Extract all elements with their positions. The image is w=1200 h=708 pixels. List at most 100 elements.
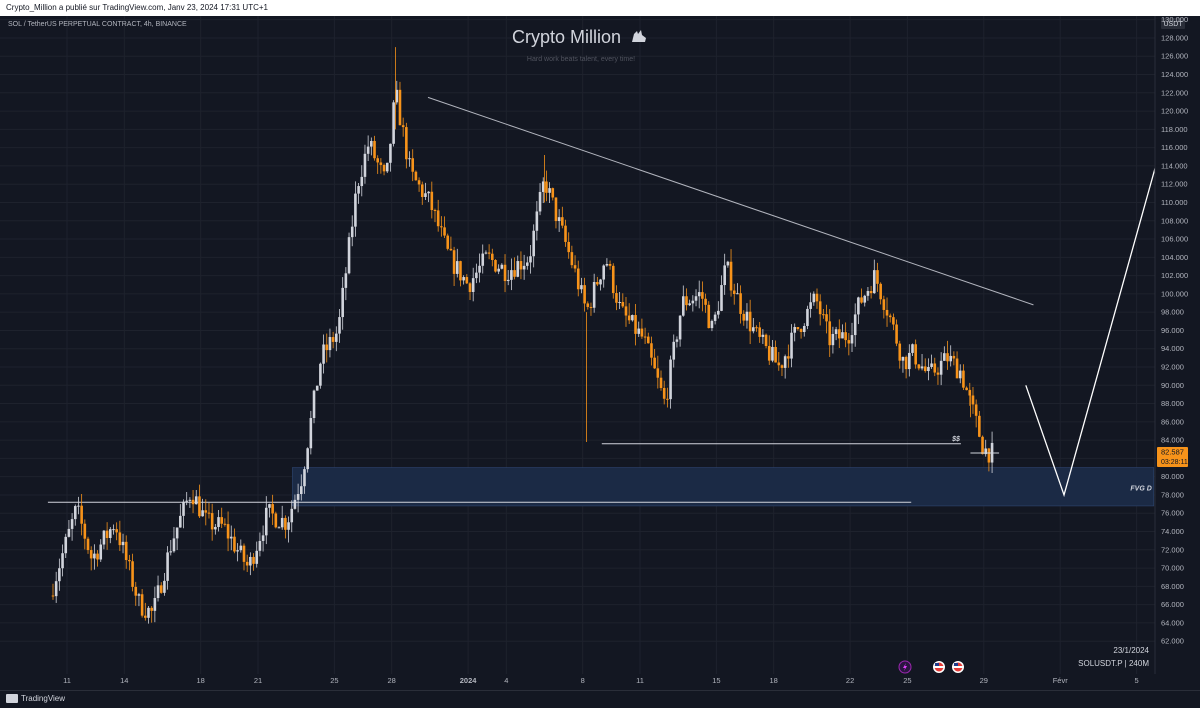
candle-down [704, 298, 707, 305]
candle-up [319, 363, 322, 386]
candle-down [150, 607, 153, 611]
x-tick-label: 8 [581, 676, 585, 685]
candle-down [134, 586, 138, 596]
candle-up [717, 310, 720, 315]
candle-down [576, 268, 580, 290]
candle-down [191, 499, 195, 505]
candle-up [475, 272, 478, 279]
candle-up [236, 550, 239, 552]
candle-up [681, 296, 685, 316]
symbol-line[interactable]: SOL / TetherUS PERPETUAL CONTRACT, 4h, B… [8, 21, 187, 28]
candle-up [290, 508, 294, 523]
candle-up [328, 337, 332, 351]
candle-down [443, 227, 446, 236]
x-tick-labels: 11 14 18 21 25 28 2024 4 8 11 15 18 22 25 29 Févr 5 [63, 676, 1139, 685]
candle-up [338, 317, 341, 334]
candle-down [220, 517, 224, 524]
candle-up [264, 507, 268, 536]
candle-up [54, 581, 58, 597]
candle-down [411, 158, 415, 172]
footer-brand: TradingView [21, 694, 66, 703]
us-flag-event-icon[interactable] [933, 661, 945, 673]
candle-down [242, 545, 246, 562]
candle-down [968, 390, 972, 396]
candle-countdown: 03:28:11 [1161, 459, 1188, 466]
candle-down [494, 259, 497, 272]
candle-down [586, 303, 590, 307]
candle-down [513, 270, 516, 277]
candle-down [818, 301, 822, 315]
candle-up [217, 517, 220, 527]
candle-down [828, 321, 832, 346]
candle-up [532, 230, 535, 257]
candle-up [484, 252, 488, 254]
price-chart[interactable]: FVG D $$ Crypto Million Hard work beats … [0, 15, 1200, 690]
candle-up [678, 315, 682, 340]
y-tick-label: 128.000 [1161, 33, 1188, 42]
candle-up [169, 551, 173, 553]
candle-up [497, 268, 500, 272]
candle-down [519, 261, 523, 270]
descending-trendline[interactable] [427, 96, 1034, 306]
candle-up [809, 302, 812, 309]
currency-label: USDT [1163, 21, 1183, 28]
candle-up [58, 568, 61, 582]
candle-up [112, 529, 115, 531]
candle-down [844, 332, 847, 341]
chart-area[interactable]: FVG D $$ Crypto Million Hard work beats … [0, 15, 1200, 690]
candle-down [755, 327, 758, 329]
candle-up [175, 527, 179, 539]
us-flag-event-icon-2[interactable] [952, 661, 964, 673]
tradingview-logo[interactable]: TradingView [6, 694, 65, 703]
candle-up [385, 162, 389, 172]
candle-up [322, 344, 325, 364]
candle-up [949, 355, 952, 362]
candle-up [287, 522, 290, 530]
candle-down [685, 296, 688, 306]
candle-down [933, 363, 937, 373]
y-tick-label: 70.000 [1161, 564, 1184, 573]
candle-down [621, 302, 625, 307]
candle-up [908, 352, 911, 370]
candle-up [522, 265, 526, 270]
candle-up [427, 191, 430, 194]
y-tick-label: 114.000 [1161, 161, 1188, 170]
lightning-icon[interactable] [898, 660, 912, 674]
candle-down [198, 496, 201, 517]
candle-up [669, 359, 672, 400]
candle-up [335, 333, 338, 342]
candle-up [911, 344, 914, 353]
candle-down [815, 293, 819, 302]
x-tick-label: Févr [1053, 676, 1069, 685]
candle-down [917, 364, 921, 369]
candle-up [350, 226, 354, 238]
candle-down [634, 315, 637, 334]
candle-up [535, 211, 539, 231]
candle-up [424, 193, 427, 197]
candle-up [510, 270, 513, 280]
y-tick-label: 94.000 [1161, 344, 1184, 353]
candle-down [847, 340, 851, 344]
candle-up [631, 315, 634, 321]
y-tick-label: 120.000 [1161, 107, 1188, 116]
candle-up [850, 335, 854, 344]
current-price-badge[interactable]: 82.587 03:28:11 [1157, 447, 1188, 468]
price-axis[interactable] [1155, 16, 1200, 674]
footer: TradingView [0, 690, 1200, 708]
candle-down [869, 291, 873, 294]
candle-up [602, 265, 606, 280]
candle-up [73, 506, 77, 520]
projection-path[interactable] [1025, 56, 1187, 498]
currency-badge[interactable] [1161, 18, 1185, 29]
candle-down [659, 377, 663, 388]
candle-down [83, 523, 87, 539]
x-tick-label: 14 [120, 676, 128, 685]
candle-down [799, 329, 803, 332]
candle-down [955, 358, 959, 379]
candle-up [736, 293, 739, 295]
candle-up [137, 594, 141, 596]
candle-up [723, 265, 726, 286]
y-tick-label: 110.000 [1161, 198, 1188, 207]
y-tick-label: 90.000 [1161, 381, 1184, 390]
y-tick-label: 86.000 [1161, 417, 1184, 426]
